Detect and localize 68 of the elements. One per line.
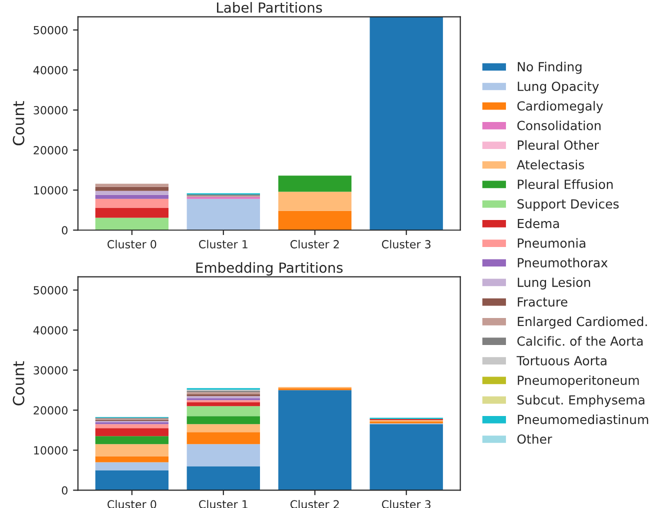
y-axis-title: Count — [12, 361, 24, 406]
legend-label: Pneumoperitoneum — [518, 375, 639, 388]
bar — [186, 466, 260, 490]
y-axis-title: Count — [12, 101, 24, 146]
bar — [95, 456, 169, 462]
bar — [95, 208, 169, 218]
bar — [95, 470, 169, 490]
legend-label: Pneumomediastinum — [518, 414, 648, 424]
bar — [95, 218, 169, 230]
y-tick-label: 30000 — [34, 366, 68, 375]
legend-label: Tortuous Aorta — [516, 356, 606, 366]
legend-label: Other — [517, 434, 552, 444]
legend-label: Calcific. of the Aorta — [517, 336, 643, 346]
bar — [95, 444, 169, 456]
y-tick-label: 50000 — [34, 26, 68, 34]
x-tick-label: Cluster 1 — [199, 240, 248, 248]
bar — [95, 462, 169, 470]
legend-label: No Finding — [518, 62, 582, 74]
chart-title: Label Partitions — [217, 2, 322, 13]
y-tick-label: 20000 — [34, 406, 68, 415]
legend-label: Edema — [518, 218, 559, 228]
y-tick-label: 20000 — [34, 146, 68, 154]
x-tick-label: Cluster 0 — [108, 240, 156, 248]
legend-label: Pneumothorax — [518, 258, 608, 268]
legend-label: Atelectasis — [516, 160, 584, 170]
chart-title: Embedding Partitions — [196, 262, 343, 276]
x-tick-label: Cluster 3 — [382, 240, 430, 248]
bar — [186, 424, 260, 432]
bar — [95, 198, 169, 208]
bar — [186, 406, 260, 416]
legend-label: Pleural Effusion — [518, 179, 613, 190]
bar — [278, 210, 352, 230]
bar — [186, 444, 260, 466]
legend-label: Pleural Other — [518, 140, 600, 150]
y-tick-label: 0 — [62, 486, 68, 495]
bar — [95, 428, 169, 436]
legend-label: Lung Lesion — [518, 277, 590, 290]
legend-label: Pneumonia — [518, 238, 586, 248]
legend-label: Fracture — [518, 297, 568, 307]
legend-label: Consolidation — [517, 120, 601, 130]
bar — [95, 184, 169, 187]
legend-label: Cardiomegaly — [517, 100, 603, 114]
y-tick-label: 50000 — [34, 286, 68, 294]
y-tick-label: 0 — [62, 226, 68, 235]
bar — [370, 16, 443, 230]
bar — [278, 176, 352, 192]
bar — [278, 192, 352, 211]
bar — [95, 194, 169, 199]
legend-label: Enlarged Cardiomed. — [518, 316, 647, 329]
bar — [370, 424, 443, 490]
bar — [278, 390, 352, 490]
bar — [186, 432, 260, 444]
y-tick-label: 10000 — [34, 446, 68, 455]
bar — [95, 436, 169, 444]
bar — [186, 198, 260, 230]
x-tick-label: Cluster 2 — [290, 240, 339, 248]
bar — [95, 424, 169, 428]
y-tick-label: 30000 — [34, 106, 68, 114]
bar — [186, 402, 260, 406]
bar — [95, 186, 169, 191]
legend-label: Support Devices — [517, 198, 619, 212]
bar — [95, 190, 169, 195]
y-tick-label: 40000 — [33, 66, 68, 74]
legend-label: Lung Opacity — [518, 81, 599, 94]
legend-label: Subcut. Emphysema — [517, 394, 644, 408]
bar — [186, 416, 260, 424]
y-tick-label: 10000 — [34, 186, 68, 194]
y-tick-label: 40000 — [33, 326, 68, 334]
